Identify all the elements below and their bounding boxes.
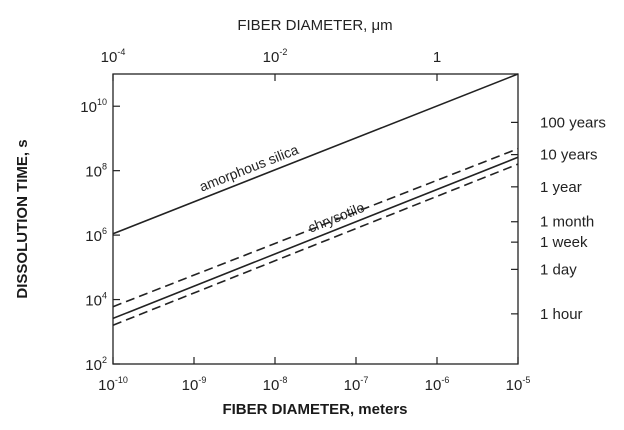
x-top-tick-label: 1 bbox=[433, 49, 441, 66]
time-tick-label: 1 hour bbox=[540, 306, 583, 323]
bound-3-line bbox=[112, 163, 519, 326]
y-tick-label: 106 bbox=[85, 226, 107, 245]
x-tick-label: 10-7 bbox=[344, 375, 369, 394]
x-tick-label: 10-8 bbox=[263, 375, 288, 394]
y-axis-left-ticks: 102 104 106 108 1010 bbox=[80, 97, 120, 374]
bound-2-line bbox=[112, 147, 519, 308]
y-tick-label: 104 bbox=[85, 291, 107, 310]
time-tick-label: 10 years bbox=[540, 147, 598, 164]
y-axis-title: DISSOLUTION TIME, s bbox=[14, 139, 31, 298]
amorphous-silica-line bbox=[112, 73, 519, 235]
x-tick-label: 10-5 bbox=[506, 375, 531, 394]
x-axis-top-ticks: 10-4 10-2 1 bbox=[101, 47, 441, 81]
y-tick-label: 108 bbox=[85, 162, 107, 181]
series-layer bbox=[112, 73, 519, 326]
time-tick-label: 1 year bbox=[540, 179, 582, 196]
x-tick-label: 10-10 bbox=[98, 375, 128, 394]
x-tick-label: 10-9 bbox=[182, 375, 207, 394]
time-tick-label: 1 day bbox=[540, 261, 577, 278]
x-axis-bottom-title: FIBER DIAMETER, meters bbox=[222, 401, 407, 418]
x-axis-bottom-ticks: 10-10 10-9 10-8 10-7 10-6 10-5 bbox=[98, 357, 530, 394]
y-axis-right-time-ticks: 100 years 10 years 1 year 1 month 1 week 1 da… bbox=[511, 114, 606, 323]
x-top-tick-label: 10-4 bbox=[101, 47, 126, 66]
curve-label: amorphous silica bbox=[197, 141, 301, 194]
time-tick-label: 100 years bbox=[540, 114, 606, 131]
time-tick-label: 1 month bbox=[540, 214, 594, 231]
x-tick-label: 10-6 bbox=[425, 375, 450, 394]
chrysotile-line bbox=[112, 156, 519, 320]
y-tick-label: 102 bbox=[85, 355, 107, 374]
x-axis-top-title: FIBER DIAMETER, μm bbox=[237, 17, 392, 34]
plot-frame bbox=[112, 73, 519, 365]
x-top-tick-label: 10-2 bbox=[263, 47, 288, 66]
time-tick-label: 1 week bbox=[540, 234, 588, 251]
y-tick-label: 1010 bbox=[80, 97, 107, 116]
